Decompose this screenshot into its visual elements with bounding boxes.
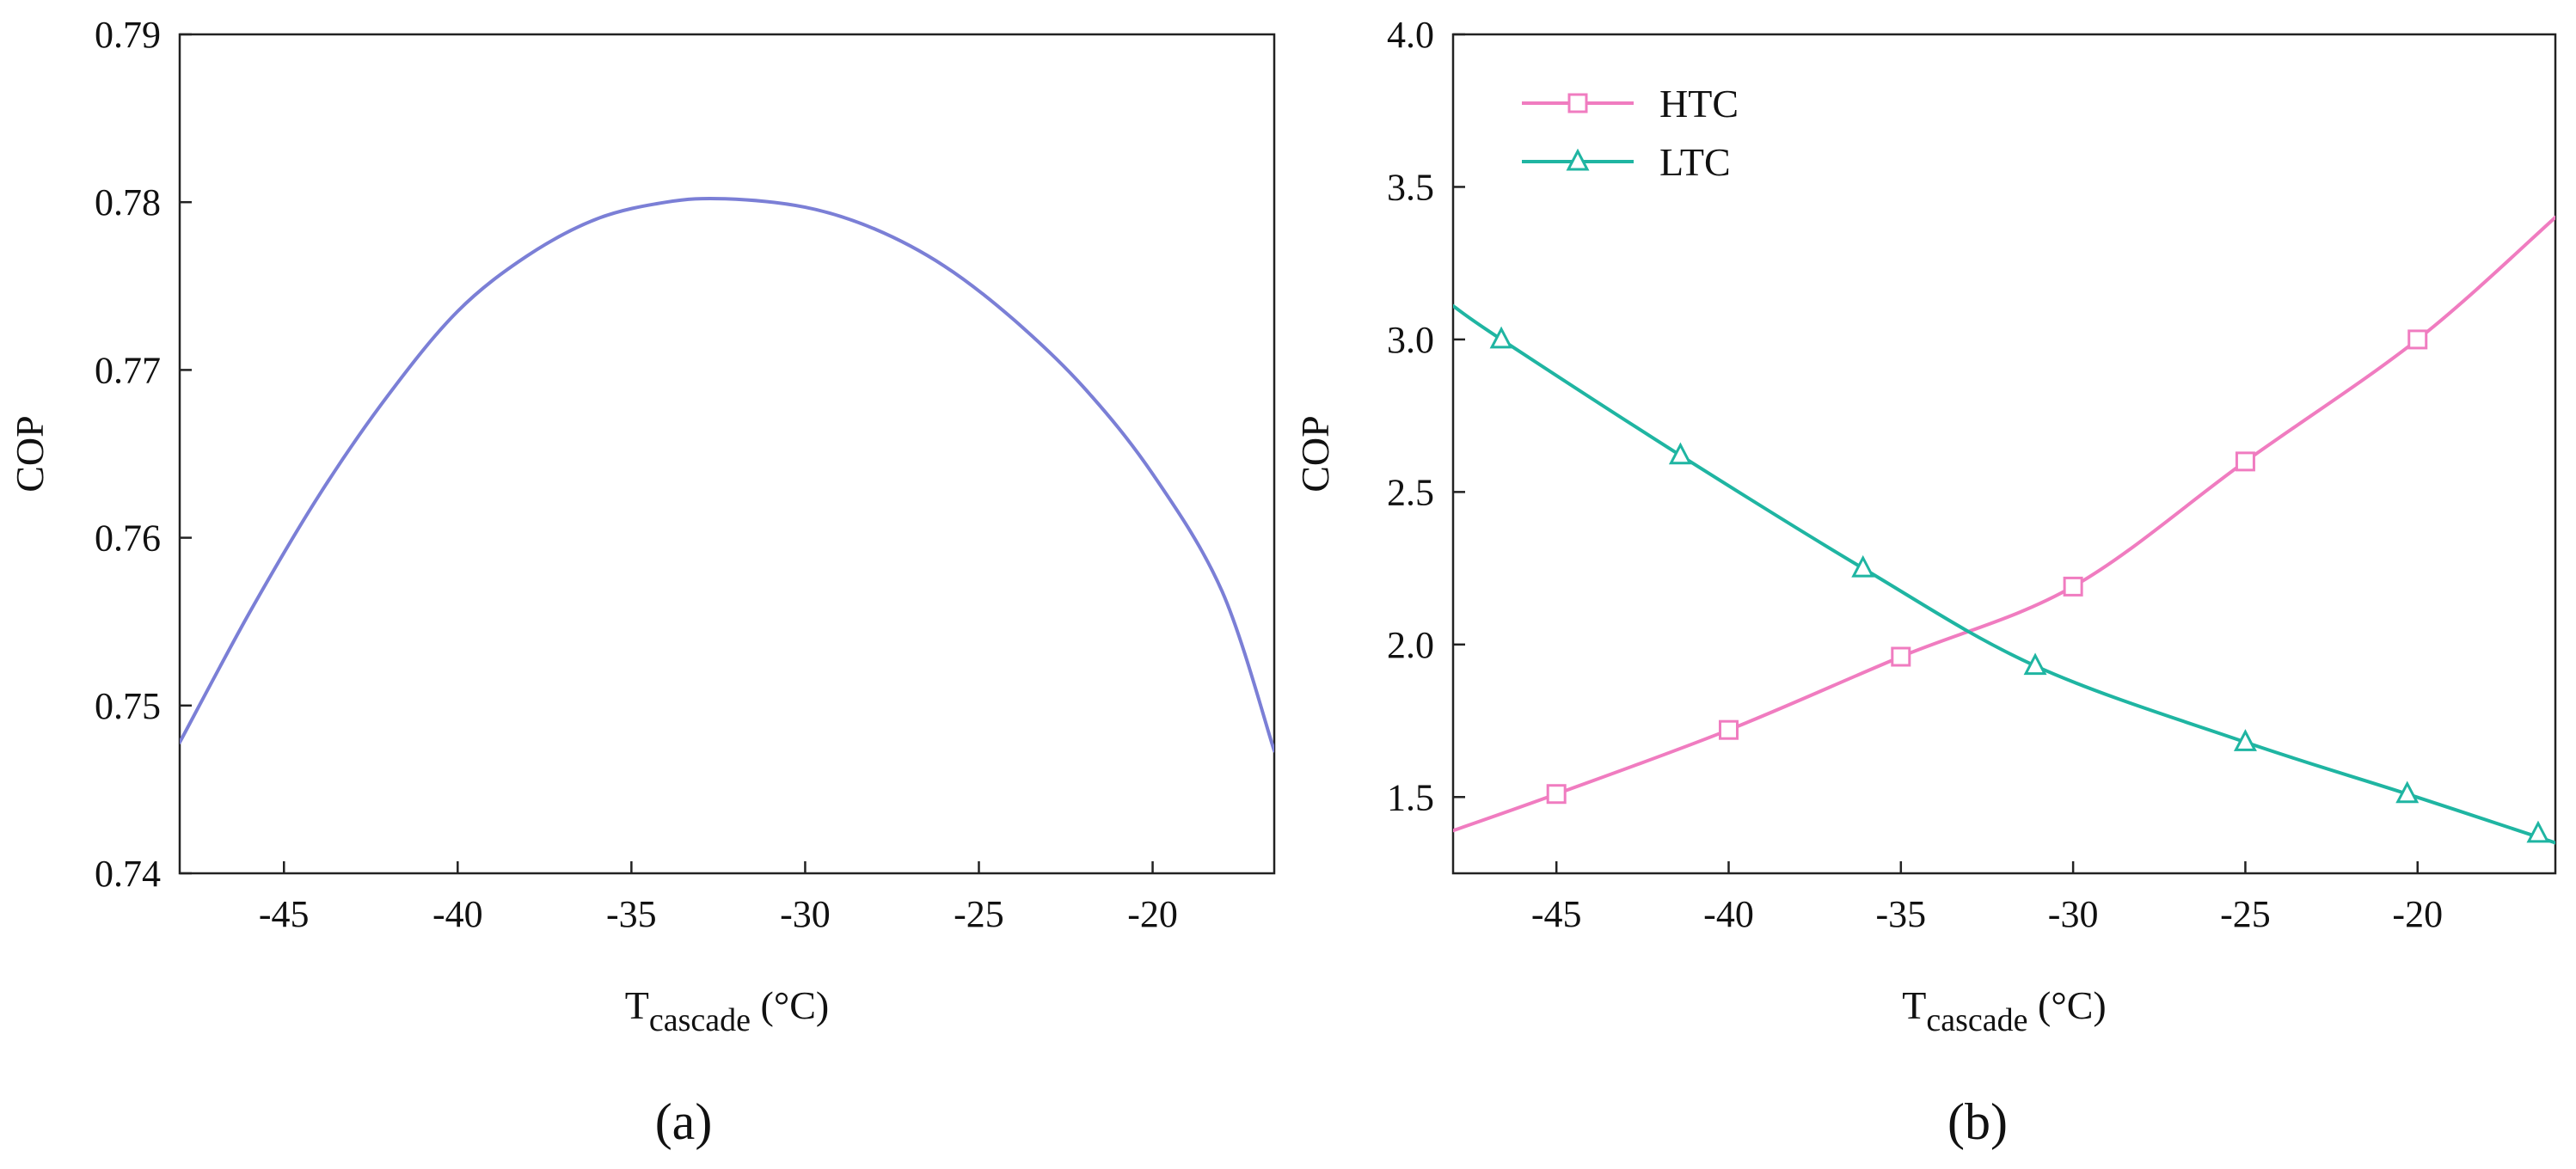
data-point-ltc [2233, 729, 2257, 751]
y-tick-label: 0.76 [95, 517, 161, 560]
series-line-series-0 [180, 196, 1274, 753]
series-line-ltc [1453, 303, 2555, 845]
x-tick-label: -25 [2220, 893, 2271, 935]
y-tick-label: 0.75 [95, 685, 161, 727]
data-point-ltc [1851, 554, 1875, 578]
chart-panel-a: 0.74 0.75 0.76 0.77 0.78 0.79 -45 -40 -35 -30 -25 -… [8, 14, 1276, 1150]
x-axis-title: Tcascade (°C) [625, 983, 829, 1038]
data-point-htc [1891, 646, 1911, 667]
x-axis-title-main: T [1902, 983, 1926, 1027]
legend-marker-ltc [1566, 148, 1590, 171]
x-axis-title: Tcascade (°C) [1902, 983, 2106, 1038]
y-tick-label: 2.0 [1387, 624, 1434, 666]
data-point-ltc [2526, 820, 2550, 843]
x-tick-label: -45 [1531, 893, 1582, 935]
y-tick-label: 0.77 [95, 349, 161, 391]
legend-label-ltc: LTC [1659, 140, 1731, 184]
panel-label: (a) [655, 1093, 713, 1150]
legend-marker-htc [1567, 93, 1588, 113]
panel-label: (b) [1947, 1093, 2008, 1150]
data-point-ltc [1489, 326, 1513, 349]
data-point-ltc [2023, 652, 2047, 676]
x-tick-label: -40 [1703, 893, 1754, 935]
x-tick-label: -30 [2048, 893, 2099, 935]
chart-panel-b: 1.5 2.0 2.5 3.0 3.5 4.0 -45 -40 -35 -30 -25 -20 COP T… [1293, 14, 2557, 1150]
y-tick-label: 0.79 [95, 14, 161, 56]
plot-frame [1451, 33, 2557, 875]
legend-label-htc: HTC [1659, 82, 1739, 125]
x-tick-label: -40 [432, 893, 483, 935]
series-line-htc [1453, 215, 2555, 833]
x-axis-title-subscript: cascade [1926, 1002, 2027, 1038]
x-tick-label: -45 [259, 893, 310, 935]
legend: HTC LTC [1522, 82, 1739, 184]
x-tick-label: -20 [2392, 893, 2443, 935]
y-axis-title: COP [8, 415, 52, 492]
x-tick-label: -25 [954, 893, 1004, 935]
series-ltc [1453, 303, 2555, 845]
data-point-htc [2407, 329, 2428, 350]
data-point-htc [2235, 451, 2255, 472]
y-tick-label: 4.0 [1387, 14, 1434, 56]
series-htc [1453, 215, 2555, 833]
data-point-htc [1546, 784, 1567, 805]
y-tick-label: 3.5 [1387, 166, 1434, 208]
x-axis-title-main: T [625, 983, 649, 1027]
x-axis-title-subscript: cascade [649, 1002, 751, 1038]
data-point-ltc [2395, 780, 2420, 804]
x-tick-label: -20 [1127, 893, 1178, 935]
x-tick-label: -35 [1875, 893, 1926, 935]
y-tick-label: 1.5 [1387, 776, 1434, 818]
y-axis-title: COP [1293, 415, 1337, 492]
y-tick-label: 0.74 [95, 853, 161, 895]
y-tick-label: 2.5 [1387, 471, 1434, 513]
x-tick-label: -35 [606, 893, 657, 935]
series-series-0 [180, 196, 1274, 753]
x-axis-title-unit: (°C) [751, 983, 829, 1027]
x-tick-label: -30 [780, 893, 831, 935]
data-point-htc [1719, 719, 1739, 740]
data-point-ltc [1668, 442, 1692, 465]
x-axis-title-unit: (°C) [2028, 983, 2107, 1027]
y-tick-label: 3.0 [1387, 319, 1434, 361]
y-tick-label: 0.78 [95, 181, 161, 223]
plot-frame [178, 33, 1276, 875]
data-point-htc [2063, 576, 2083, 597]
